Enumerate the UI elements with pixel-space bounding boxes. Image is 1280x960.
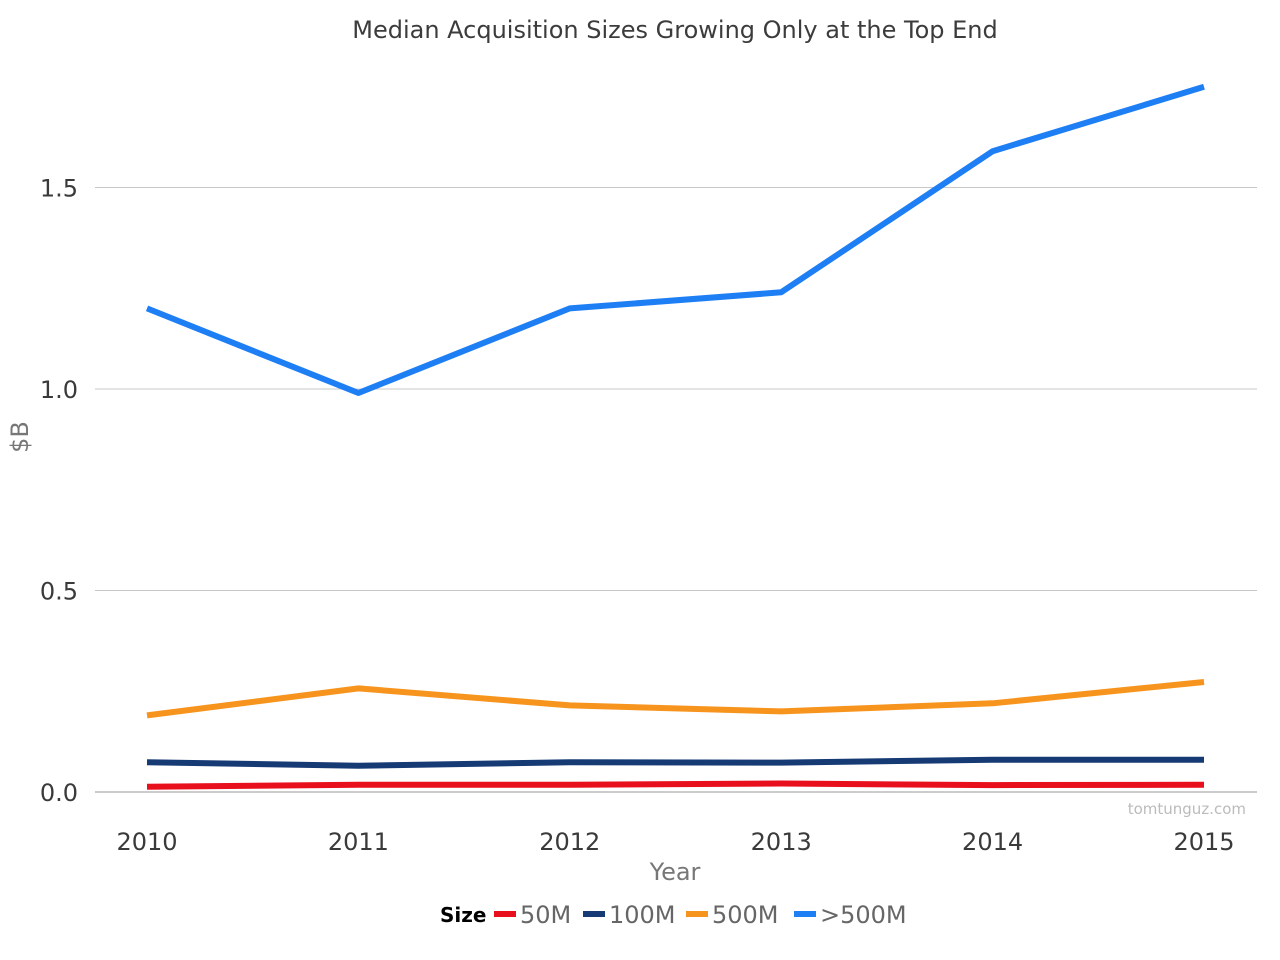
y-tick-label: 1.0 (40, 376, 78, 404)
x-tick-label: 2013 (751, 828, 812, 856)
legend-label: 100M (609, 901, 676, 929)
x-tick-label: 2011 (328, 828, 389, 856)
legend-label: >500M (820, 901, 907, 929)
series-line (145, 83, 1205, 396)
legend-title: Size (440, 903, 486, 927)
y-tick-label: 0.5 (40, 578, 78, 606)
series-line (146, 679, 1205, 719)
legend-label: 500M (712, 901, 779, 929)
chart-title: Median Acquisition Sizes Growing Only at… (352, 16, 998, 44)
x-axis-label: Year (649, 858, 701, 886)
gridlines (95, 187, 1257, 793)
y-tick-label: 0.0 (40, 779, 78, 807)
x-tick-label: 2010 (116, 828, 177, 856)
legend-label: 50M (520, 901, 571, 929)
y-axis-label: $B (6, 421, 34, 453)
x-tick-label: 2014 (962, 828, 1023, 856)
series-lines (145, 83, 1205, 790)
series-line (146, 756, 1204, 769)
y-axis-ticks: 0.0 0.5 1.0 1.5 (40, 175, 78, 808)
legend: Size 50M 100M 500M >500M (440, 901, 907, 929)
x-tick-label: 2012 (539, 828, 600, 856)
x-tick-label: 2015 (1173, 828, 1234, 856)
x-axis-ticks: 2010 2011 2012 2013 2014 2015 (116, 828, 1234, 856)
watermark: tomtunguz.com (1128, 800, 1246, 818)
y-tick-label: 1.5 (40, 175, 78, 203)
series-line (146, 780, 1205, 790)
